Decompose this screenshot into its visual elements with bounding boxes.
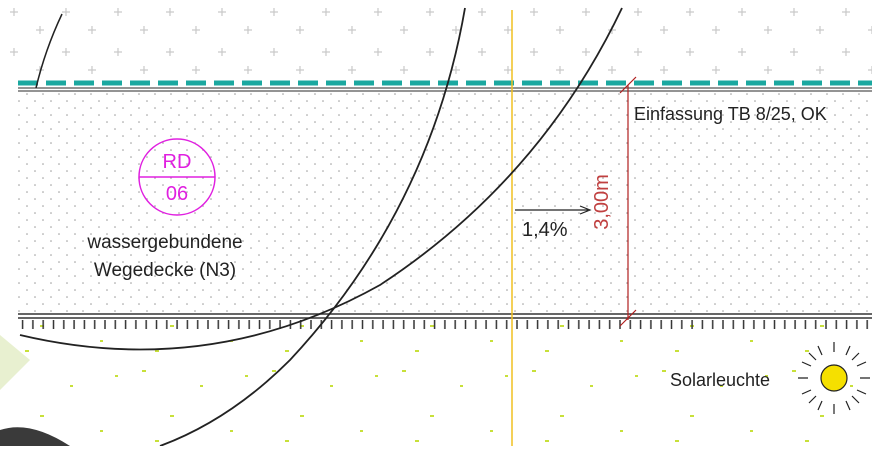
- slope-label: 1,4%: [522, 219, 568, 241]
- arc: [159, 7, 466, 447]
- width-label: 3,00m: [591, 174, 613, 230]
- meadow: [0, 322, 872, 446]
- surface-label: wassergebundene: [86, 232, 242, 253]
- code-top: RD: [163, 151, 192, 173]
- path-surface: [18, 90, 872, 315]
- hatch-area: [0, 0, 872, 80]
- corner-shape: [0, 335, 30, 390]
- code-bottom: 06: [166, 183, 188, 205]
- edging-label: Einfassung TB 8/25, OK: [634, 104, 827, 124]
- light-label: Solarleuchte: [670, 370, 770, 390]
- photo-corner: [0, 427, 70, 446]
- arc: [19, 7, 623, 351]
- dimension-ticks: [619, 76, 637, 327]
- edge-ticks: [18, 320, 872, 330]
- slope-arrow: [515, 205, 592, 215]
- sun-symbol: [798, 342, 870, 414]
- surface-label: Wegedecke (N3): [94, 260, 236, 281]
- arc: [35, 13, 63, 89]
